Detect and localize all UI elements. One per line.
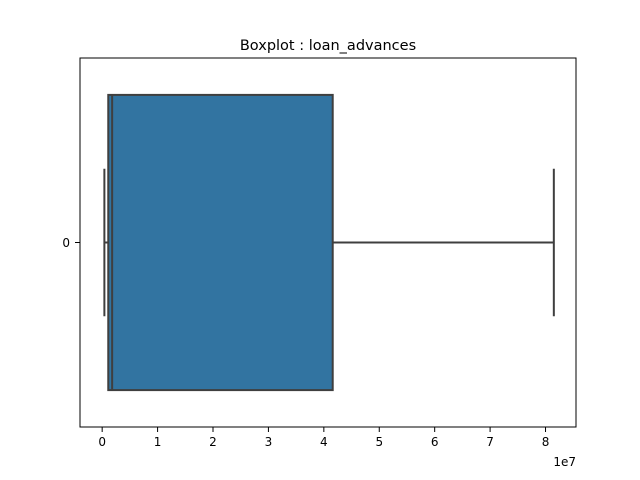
y-axis: 0 <box>62 236 80 250</box>
x-axis-offset-label: 1e7 <box>553 455 576 469</box>
x-axis: 0 1 2 3 4 5 6 7 8 <box>98 427 549 449</box>
x-tick-label: 7 <box>486 435 494 449</box>
x-tick-label: 3 <box>265 435 273 449</box>
y-tick-label: 0 <box>62 236 70 250</box>
x-tick-label: 5 <box>375 435 383 449</box>
iqr-box <box>107 93 334 392</box>
x-tick-label: 6 <box>431 435 439 449</box>
x-tick-label: 0 <box>98 435 106 449</box>
plot-area <box>103 93 555 392</box>
x-tick-label: 1 <box>154 435 162 449</box>
x-tick-label: 4 <box>320 435 328 449</box>
x-tick-label: 8 <box>542 435 550 449</box>
x-tick-label: 2 <box>209 435 217 449</box>
chart-title: Boxplot : loan_advances <box>240 38 416 54</box>
